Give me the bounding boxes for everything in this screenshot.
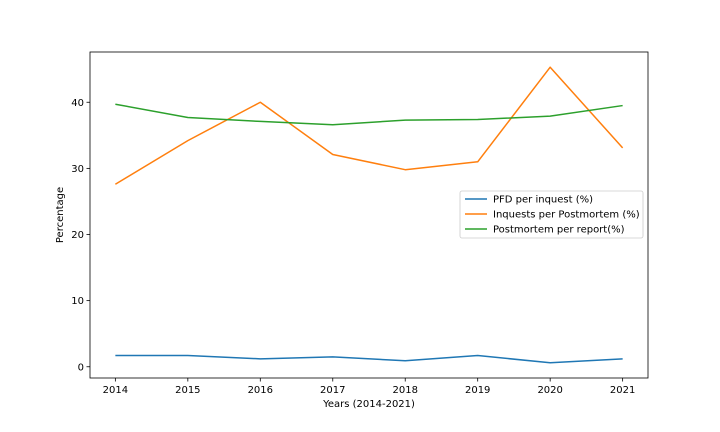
y-tick-label: 40 [71, 98, 84, 109]
legend: PFD per inquest (%) Inquests per Postmort… [459, 190, 644, 239]
series-line-1 [115, 354, 623, 364]
legend-items: PFD per inquest (%) Inquests per Postmort… [465, 195, 640, 236]
x-tick-label: 2018 [393, 385, 418, 396]
series-line-3 [115, 103, 623, 126]
series-line-2 [114, 66, 624, 185]
y-axis: 0 10 20 30 40 [71, 98, 90, 373]
series-layer [114, 66, 624, 364]
legend-label: PFD per inquest (%) [493, 195, 593, 206]
x-tick-label: 2015 [175, 385, 200, 396]
x-axis-label: Years (2014-2021) [322, 399, 415, 410]
legend-label: Inquests per Postmortem (%) [493, 210, 640, 221]
x-tick-label: 2021 [610, 385, 635, 396]
x-tick-label: 2019 [465, 385, 490, 396]
y-tick-label: 10 [71, 296, 84, 307]
legend-box [459, 190, 644, 239]
legend-label: Postmortem per report(%) [493, 225, 625, 236]
x-tick-label: 2014 [103, 385, 128, 396]
x-tick-label: 2017 [320, 385, 345, 396]
plot-frame [89, 51, 649, 379]
y-tick-label: 0 [78, 362, 84, 373]
x-axis: 2014 2015 2016 2017 2018 2019 2020 2021 [103, 378, 635, 396]
x-tick-label: 2016 [248, 385, 273, 396]
y-axis-label: Percentage [55, 187, 66, 243]
y-tick-label: 20 [71, 230, 84, 241]
x-tick-label: 2020 [537, 385, 562, 396]
y-tick-label: 30 [71, 164, 84, 175]
